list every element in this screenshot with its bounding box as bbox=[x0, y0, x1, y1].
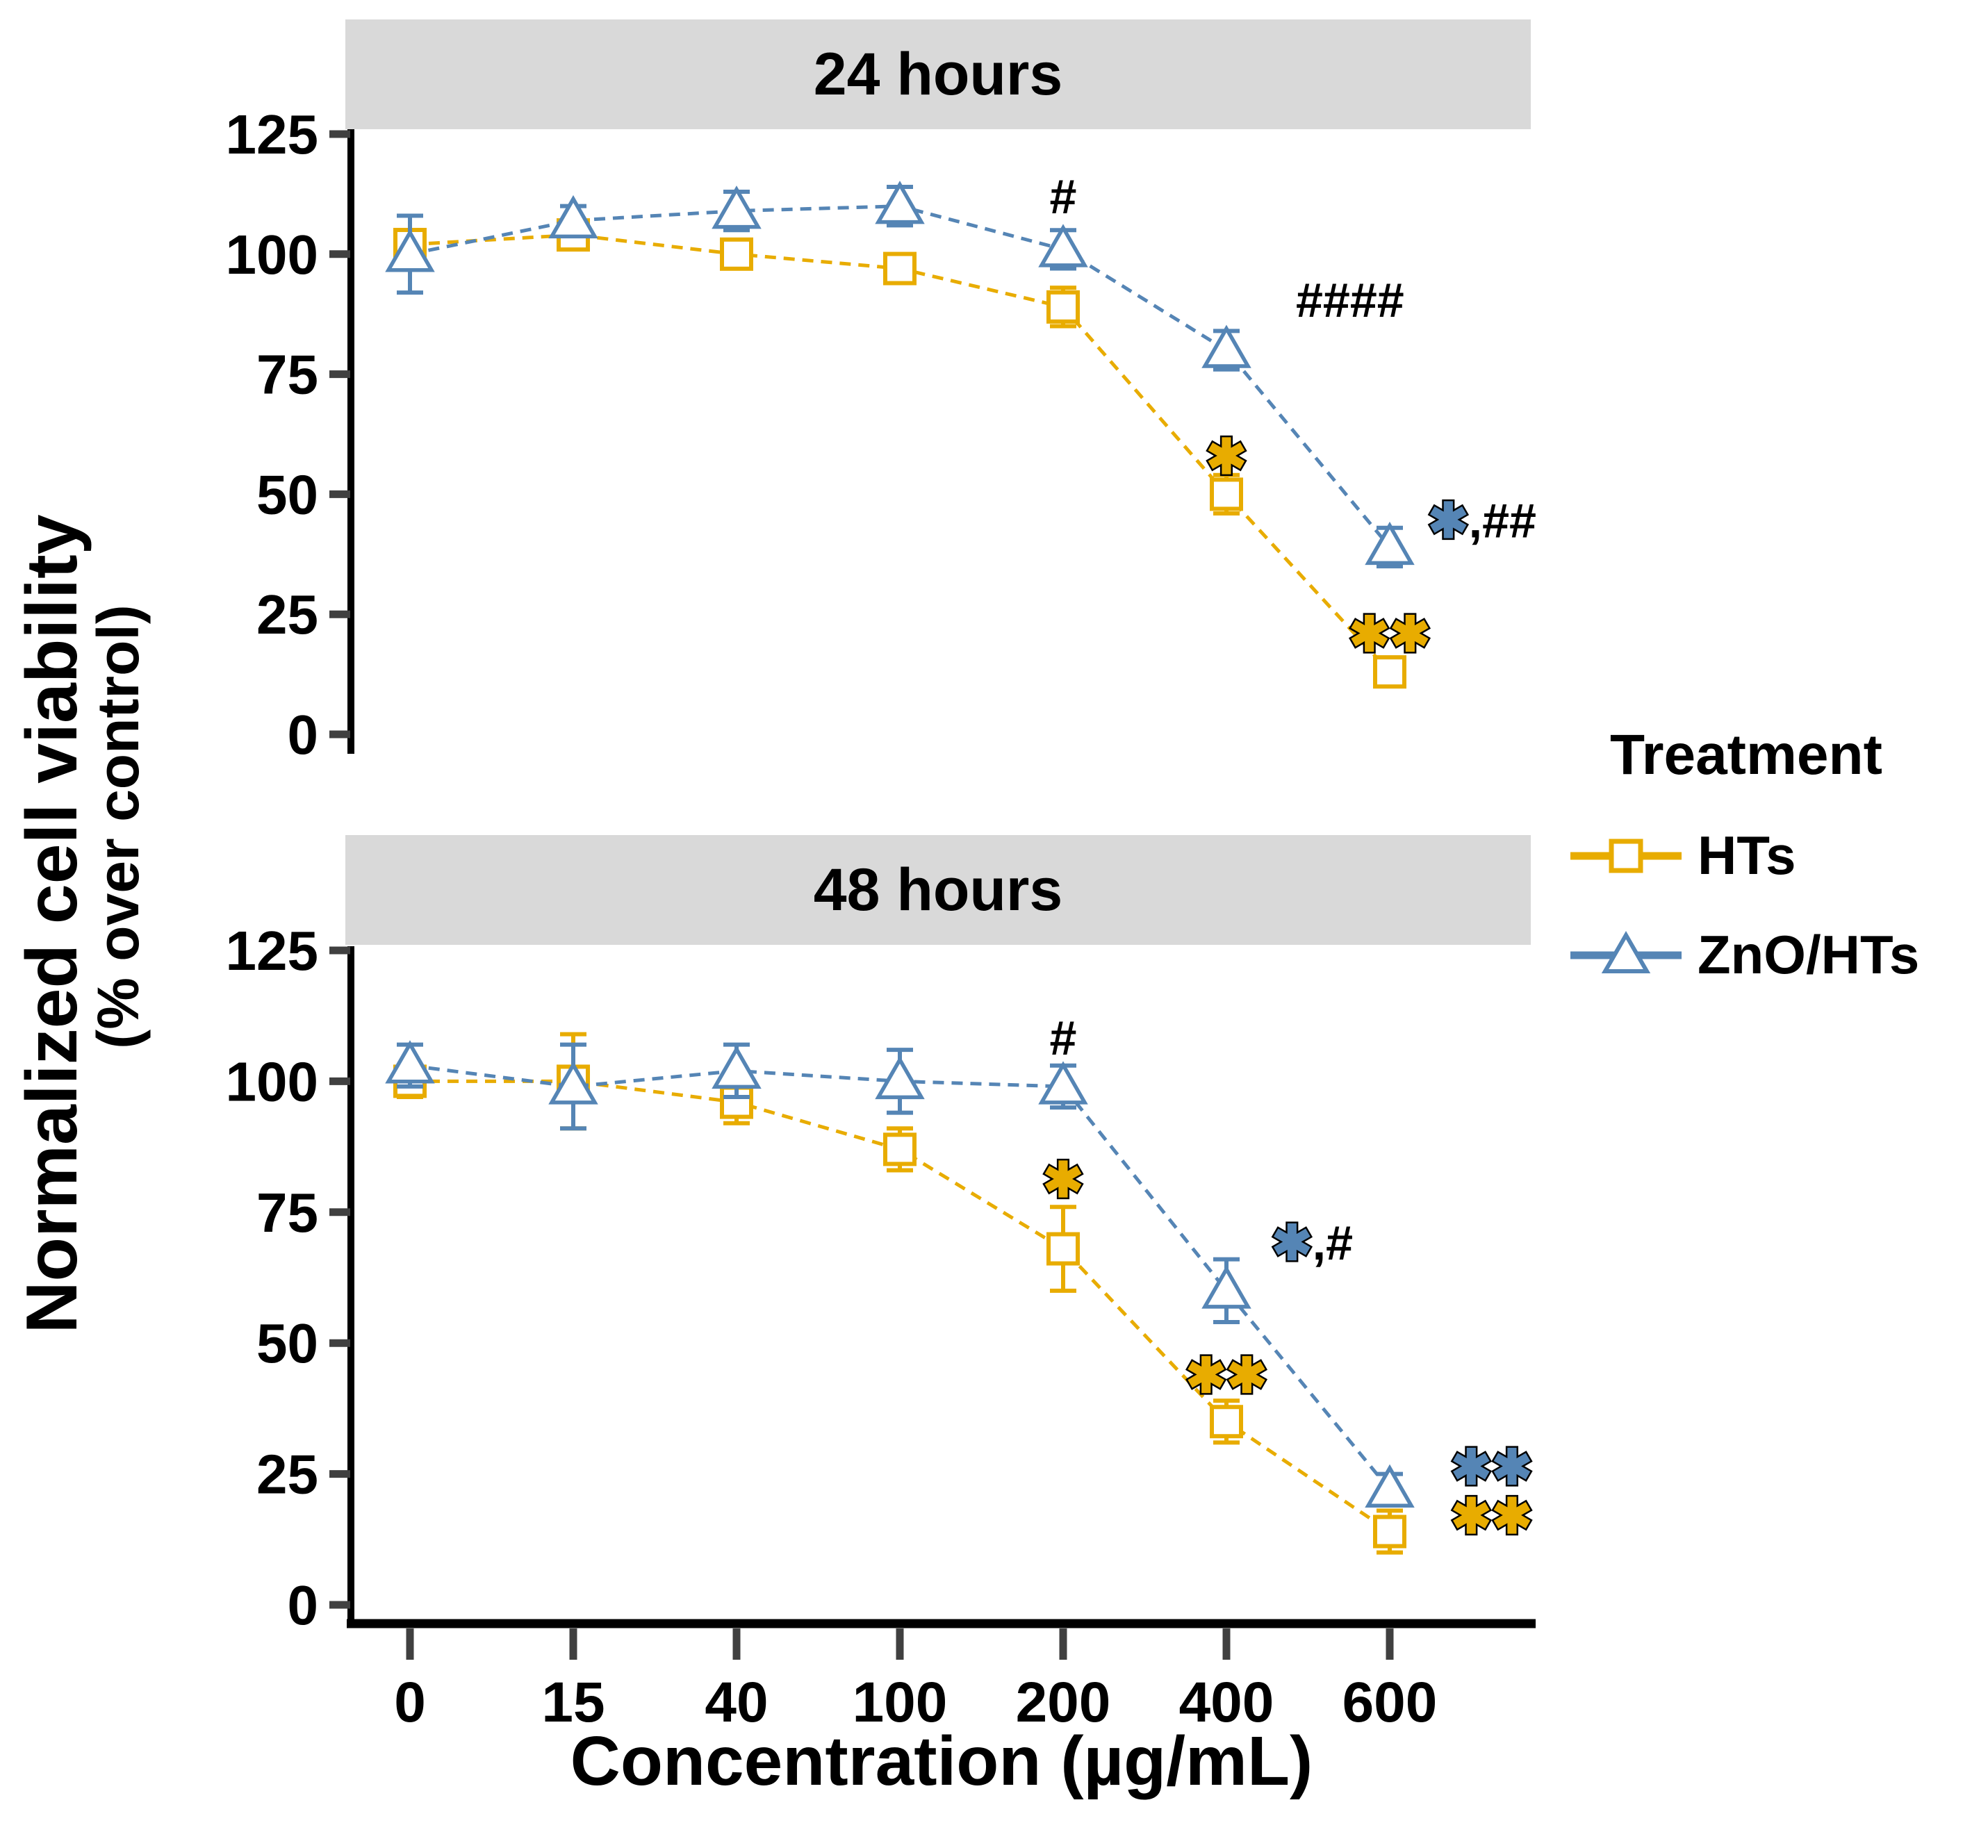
panel-title-24h: 24 hours bbox=[813, 41, 1063, 108]
legend: Treatment HTs ZnO/HTs bbox=[1567, 723, 1984, 987]
significance-annotation: ✱✱ bbox=[1185, 1348, 1267, 1403]
triangle-marker bbox=[385, 229, 435, 272]
y-tick-label: 25 bbox=[256, 1444, 318, 1505]
panel-title-48h: 48 hours bbox=[813, 857, 1063, 923]
y-axis-subtitle: (% over control) bbox=[85, 604, 151, 1049]
triangle-marker bbox=[1365, 1464, 1415, 1508]
square-marker bbox=[1210, 477, 1243, 511]
triangle-marker bbox=[548, 195, 598, 239]
significance-annotation: #### bbox=[1296, 273, 1404, 327]
x-tick-label: 15 bbox=[541, 1671, 605, 1734]
triangle-marker bbox=[1365, 521, 1415, 566]
y-tick-label: 100 bbox=[226, 224, 318, 286]
significance-annotation: ✱✱ bbox=[1451, 1489, 1532, 1543]
legend-item-znohts: ZnO/HTs bbox=[1567, 923, 1984, 987]
triangle-marker bbox=[875, 1055, 925, 1100]
panel-strip-48h: 48 hours bbox=[345, 835, 1531, 945]
legend-title: Treatment bbox=[1610, 723, 1882, 786]
square-marker bbox=[1373, 1515, 1406, 1549]
y-tick-label: 125 bbox=[226, 920, 318, 982]
panel-strip-24h: 24 hours bbox=[345, 19, 1531, 129]
square-marker bbox=[1373, 655, 1406, 689]
significance-annotation: ✱✱ bbox=[1451, 1440, 1532, 1494]
x-tick-label: 100 bbox=[853, 1671, 948, 1734]
y-tick-label: 0 bbox=[288, 1574, 319, 1636]
x-tick-label: 200 bbox=[1016, 1671, 1111, 1734]
square-marker bbox=[1046, 290, 1080, 324]
triangle-marker bbox=[1038, 1061, 1088, 1105]
significance-annotation: ✱ bbox=[1043, 1153, 1084, 1207]
triangle-marker bbox=[385, 1040, 435, 1084]
significance-annotation: # bbox=[1050, 1011, 1077, 1065]
x-tick-label: 400 bbox=[1179, 1671, 1274, 1734]
hts-key-icon bbox=[1570, 839, 1682, 873]
square-marker bbox=[883, 1132, 917, 1166]
y-tick-label: 100 bbox=[226, 1050, 318, 1112]
legend-item-label-znohts: ZnO/HTs bbox=[1698, 924, 1920, 985]
legend-item-label-hts: HTs bbox=[1698, 825, 1796, 886]
y-tick-label: 50 bbox=[256, 463, 318, 525]
x-axis-title: Concentration (µg/mL) bbox=[570, 1722, 1313, 1800]
y-tick-label: 125 bbox=[226, 104, 318, 165]
y-tick-label: 0 bbox=[288, 704, 319, 766]
x-tick-label: 40 bbox=[705, 1671, 768, 1734]
triangle-marker bbox=[1038, 224, 1088, 267]
square-marker bbox=[1210, 1405, 1243, 1439]
square-marker bbox=[720, 237, 753, 271]
significance-annotation: ✱✱ bbox=[1349, 607, 1430, 661]
square-marker bbox=[1046, 1232, 1080, 1266]
triangle-marker bbox=[712, 185, 762, 229]
square-marker bbox=[883, 251, 917, 286]
legend-item-hts: HTs bbox=[1567, 824, 1984, 887]
significance-annotation: ✱,# bbox=[1272, 1216, 1353, 1270]
y-tick-label: 75 bbox=[256, 344, 318, 406]
significance-annotation: ✱,## bbox=[1428, 493, 1536, 547]
y-tick-label: 75 bbox=[256, 1182, 318, 1244]
znohts-key-icon bbox=[1570, 930, 1682, 973]
y-tick-label: 25 bbox=[256, 584, 318, 645]
y-axis-title: Normalized cell viability bbox=[12, 514, 92, 1334]
triangle-marker bbox=[712, 1045, 762, 1089]
significance-annotation: # bbox=[1050, 170, 1077, 224]
significance-annotation: ✱ bbox=[1206, 429, 1247, 484]
x-tick-label: 600 bbox=[1342, 1671, 1438, 1734]
triangle-marker bbox=[1201, 324, 1251, 368]
x-tick-label: 0 bbox=[394, 1671, 426, 1734]
triangle-marker bbox=[1201, 1265, 1251, 1309]
triangle-marker bbox=[875, 181, 925, 224]
triangle-marker bbox=[548, 1061, 598, 1105]
y-tick-label: 50 bbox=[256, 1312, 318, 1374]
